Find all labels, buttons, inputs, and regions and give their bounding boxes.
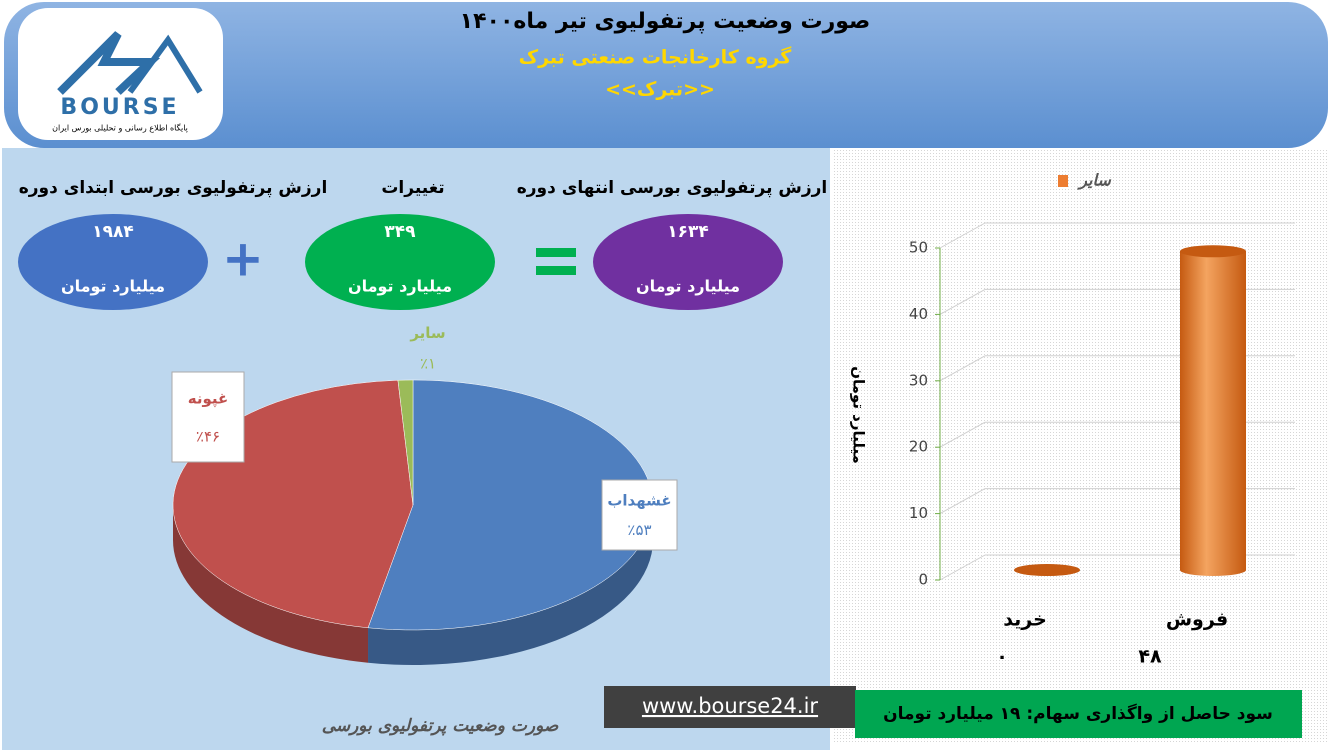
summary: ارزش پرتفولیوی بورسی ابتدای دوره ۱۹۸۴ میلی… [18,178,827,310]
logo-tagline: پایگاه اطلاع رسانی و تحلیلی بورس ایران [52,123,188,133]
y-tick-label: 0 [918,571,928,589]
y-tick-label: 30 [909,371,928,389]
y-tick-label: 20 [909,438,928,456]
header-title: صورت وضعیت پرتفولیوی تیر ماه۱۴۰۰ [460,9,871,34]
bar-value-label: ۰ [996,646,1008,668]
summary-oval [593,214,783,310]
header-band [4,2,1328,148]
pie-slice-side [173,505,369,663]
logo-brand: BOURSE [60,95,179,120]
grid-line [939,288,986,315]
header-subtitle: گروه کارخانجات صنعتی تبرک [519,46,793,69]
equals-sign [536,248,576,257]
pie-chart: غشهداب ٪۵۳ غپونه ٪۴۶ سایر ٪۱ [171,324,678,665]
footer-caption: صورت وضعیت پرتفولیوی بورسی [322,716,559,736]
pie-value-label: ٪۱ [420,354,436,372]
grid-line [939,554,986,581]
profit-box [855,690,1302,738]
grid-line [939,421,986,448]
summary-label: ارزش پرتفولیوی بورسی ابتدای دوره [19,178,328,198]
bar-value-label: ۴۸ [1138,646,1162,668]
legend-label: سایر [1076,171,1111,191]
pie-slice [397,379,414,506]
summary-unit: میلیارد تومان [636,277,740,296]
summary-label: ارزش پرتفولیوی بورسی انتهای دوره [517,178,828,198]
x-tick-label: فروش [1166,609,1228,631]
summary-unit: میلیارد تومان [61,277,165,296]
y-axis-label: میلیارد تومان [850,366,868,464]
header-symbol: <<تبرک>> [605,79,715,101]
grid-line [939,355,986,382]
profit-text: سود حاصل از واگذاری سهام: ۱۹ میلیارد توم… [883,703,1273,724]
bar [1180,251,1246,576]
bar-top [1014,564,1080,576]
pie-value-label: ٪۴۶ [196,427,220,445]
y-tick-label: 10 [909,504,928,522]
pie-label: غشهداب [607,492,671,510]
summary-oval [305,214,495,310]
right-panel [833,150,1327,742]
summary-oval [18,214,208,310]
equals-sign [536,266,576,275]
y-tick-label: 40 [909,305,928,323]
pie-label-box [601,479,678,551]
grid-line [939,488,986,515]
grid-line [939,222,986,249]
summary-value: ۳۴۹ [384,222,416,242]
pie-value-label: ٪۵۳ [627,521,651,539]
summary-label: تغییرات [381,178,444,198]
y-tick-label: 50 [909,239,928,257]
website-box [604,686,856,728]
summary-value: ۱۶۳۴ [667,222,709,242]
summary-unit: میلیارد تومان [348,277,452,296]
x-tick-label: خرید [1003,609,1047,631]
bar-top [1180,245,1246,258]
logo-shape [57,31,161,95]
pie-slice-side [368,505,653,665]
pie-label: غپونه [188,390,229,409]
plus-sign: + [222,230,264,288]
pie-label: سایر [409,324,445,342]
legend-swatch [1058,175,1068,187]
logo-shape [127,34,203,94]
summary-value: ۱۹۸۴ [92,222,134,242]
pie-label-box [171,371,245,463]
website[interactable]: www.bourse24.ir [642,694,818,718]
